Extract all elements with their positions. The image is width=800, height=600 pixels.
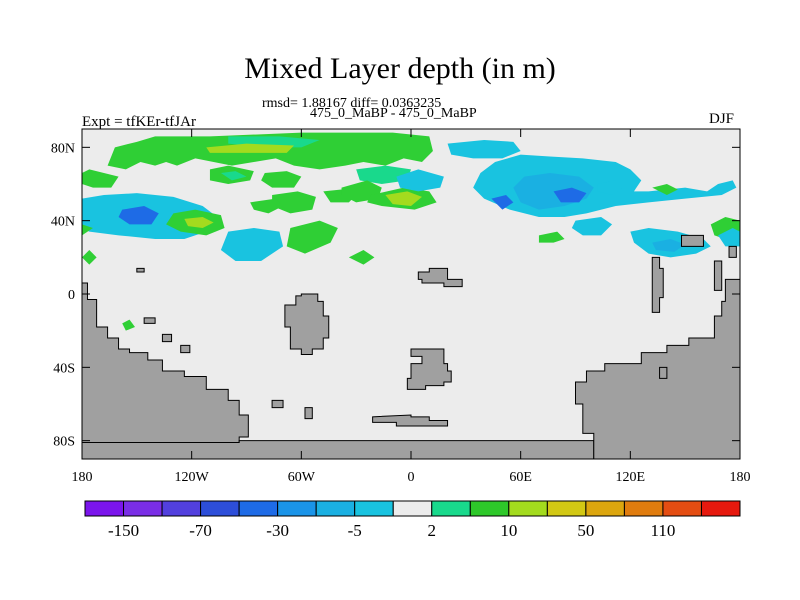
anomaly-patch: [447, 140, 521, 159]
land-mask: [406, 348, 452, 390]
anomaly-patch: [597, 180, 624, 195]
anomaly-patch: [652, 239, 686, 252]
colorbar-swatch: [469, 500, 510, 517]
anomaly-patch: [250, 198, 284, 214]
anomaly-patch: [220, 171, 247, 181]
anomaly-patch: [553, 187, 587, 203]
x-tick-label: 180: [72, 470, 93, 485]
anomaly-patch: [118, 206, 159, 225]
x-tick-label: 120E: [616, 470, 646, 485]
map-plot-area: [81, 129, 741, 460]
land-mask: [304, 407, 313, 420]
colorbar-swatch: [200, 500, 240, 517]
anomaly-patch: [356, 165, 411, 184]
land-mask: [713, 260, 723, 291]
colorbar-swatch: [123, 500, 163, 517]
x-tick-label: 60E: [509, 470, 532, 485]
land-mask: [284, 293, 330, 355]
anomaly-patch: [82, 224, 93, 236]
y-tick-label: 40S: [53, 361, 75, 376]
colorbar-swatch: [431, 500, 471, 517]
map-axes: 180 120W 60W 0 60E 120E 180 80N 40N 0 40S 80S: [51, 128, 751, 485]
anomaly-patch: [261, 171, 302, 188]
land-mask: [161, 333, 173, 343]
experiment-label: Expt = tfKEr-tfJAr: [82, 114, 196, 130]
colorbar-label: -70: [189, 521, 212, 540]
land-mask: [728, 245, 737, 258]
y-tick-label: 80S: [53, 435, 75, 450]
colorbar-label: 10: [500, 521, 517, 540]
colorbar-swatch: [662, 500, 702, 517]
chart-title: Mixed Layer depth (in m): [244, 52, 556, 85]
land-mask: [143, 317, 156, 324]
colorbar-swatch: [161, 500, 202, 517]
land-mask: [659, 366, 668, 379]
y-tick-label: 40N: [51, 215, 75, 230]
anomaly-patch: [652, 184, 678, 195]
colorbar-swatch: [700, 500, 741, 517]
land-mask: [180, 344, 191, 354]
anomaly-patch: [122, 319, 136, 331]
y-tick-label: 0: [68, 288, 75, 303]
land-mask: [681, 234, 704, 247]
chart-subtitle: 475_0_MaBP - 475_0_MaBP: [310, 106, 477, 121]
anomaly-patch: [491, 195, 514, 210]
colorbar-label: 110: [651, 521, 676, 540]
colorbar-swatch: [585, 500, 625, 517]
land-mask: [417, 267, 463, 288]
colorbar-swatch: [277, 500, 317, 517]
land-mask: [136, 267, 145, 273]
anomaly-patch: [184, 217, 214, 228]
colorbar-label: -30: [266, 521, 289, 540]
colorbar-swatch: [354, 500, 394, 517]
anomaly-patch: [286, 220, 338, 254]
land-mask: [271, 399, 284, 409]
land-mask: [372, 414, 449, 427]
season-label: DJF: [709, 111, 735, 127]
colorbar-swatch: [315, 500, 356, 517]
colorbar-swatch: [623, 500, 664, 517]
colorbar-label: -150: [108, 521, 139, 540]
colorbar-swatch: [508, 500, 548, 517]
anomaly-patch: [718, 228, 740, 247]
anomaly-patch: [396, 169, 444, 192]
stats-line: rmsd= 1.88167 diff= 0.0363235: [262, 96, 442, 111]
colorbar-swatch: [546, 500, 587, 517]
anomaly-patch: [82, 169, 119, 188]
anomaly-patch: [538, 231, 565, 243]
colorbar-swatch: [84, 500, 125, 517]
land-mask: [575, 278, 741, 460]
anomaly-patch: [220, 228, 284, 261]
x-tick-label: 60W: [288, 470, 316, 485]
land-mask: [81, 440, 595, 460]
anomaly-patch: [385, 191, 422, 206]
anomaly-patch: [82, 250, 97, 265]
colorbar-label: -5: [348, 521, 362, 540]
colorbar: -150 -70 -30 -5 2 10 50 110: [84, 500, 741, 540]
colorbar-label: 2: [428, 521, 437, 540]
y-tick-label: 80N: [51, 141, 75, 156]
land-mask: [81, 282, 249, 459]
anomaly-patch: [348, 250, 375, 265]
x-tick-label: 180: [730, 470, 751, 485]
x-tick-label: 0: [408, 470, 415, 485]
colorbar-swatch: [392, 500, 433, 517]
colorbar-swatch: [238, 500, 279, 517]
anomaly-patch: [206, 143, 295, 153]
land-mask: [651, 256, 664, 313]
colorbar-label: 50: [577, 521, 594, 540]
x-tick-label: 120W: [175, 470, 210, 485]
anomaly-patch: [272, 191, 316, 214]
anomaly-patch: [571, 217, 613, 236]
